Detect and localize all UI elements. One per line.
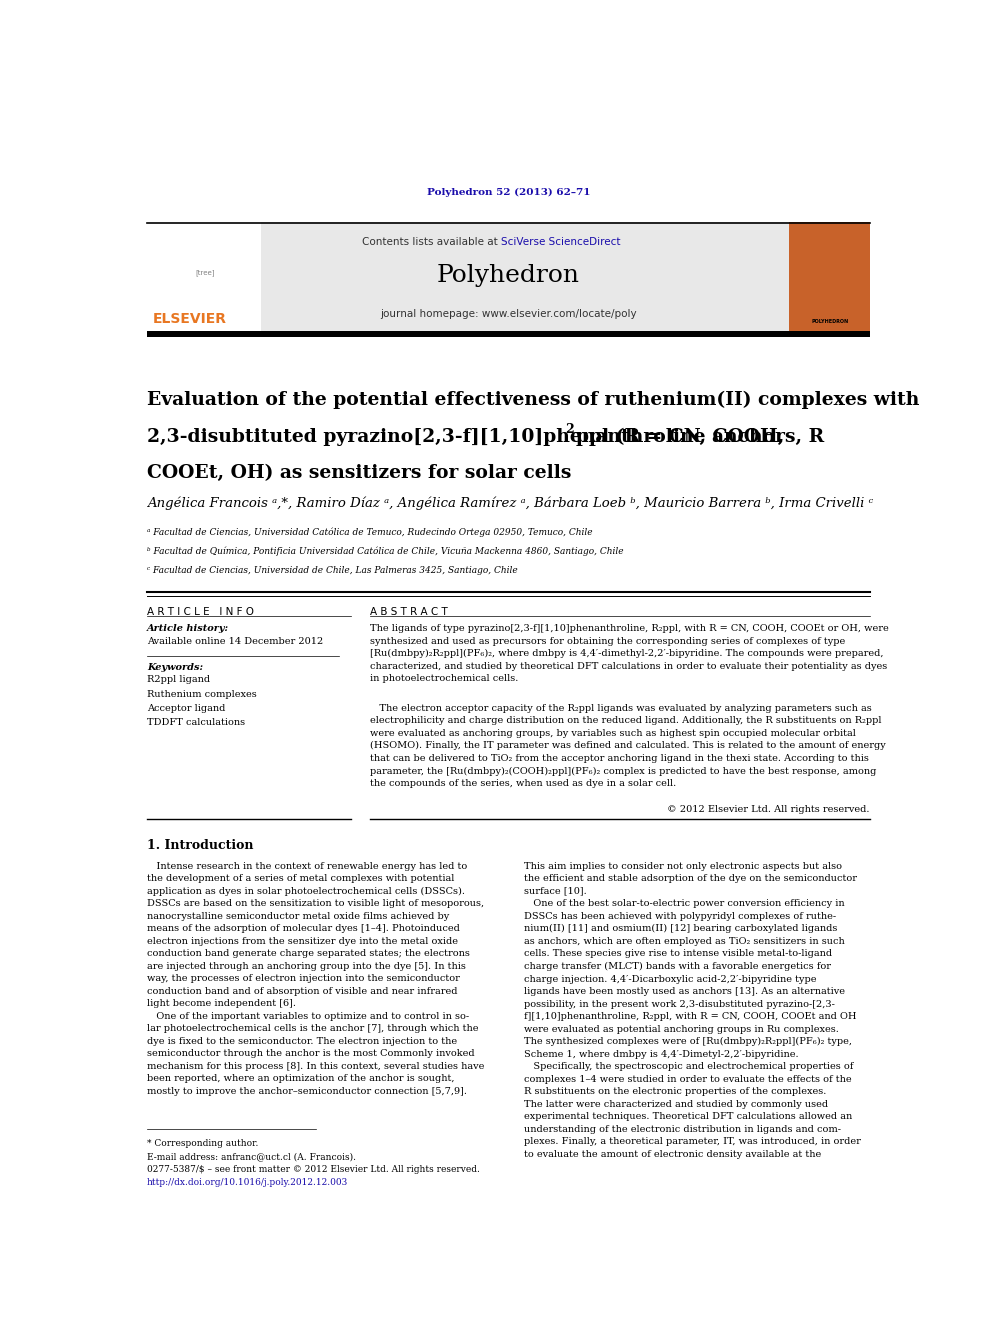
Text: Acceptor ligand: Acceptor ligand (147, 704, 225, 713)
Text: A R T I C L E   I N F O: A R T I C L E I N F O (147, 607, 254, 617)
Bar (147, 222, 789, 332)
Text: SciVerse ScienceDirect: SciVerse ScienceDirect (501, 237, 620, 247)
Text: The ligands of type pyrazino[2,3-f][1,10]phenanthroline, R₂ppl, with R = CN, COO: The ligands of type pyrazino[2,3-f][1,10… (370, 624, 889, 684)
Text: E-mail address: anfranc@uct.cl (A. Francois).: E-mail address: anfranc@uct.cl (A. Franc… (147, 1152, 356, 1162)
Text: ᵇ Facultad de Química, Pontificia Universidad Católica de Chile, Vicuña Mackenna: ᵇ Facultad de Química, Pontificia Univer… (147, 546, 624, 557)
Text: Keywords:: Keywords: (147, 663, 203, 672)
Text: Contents lists available at: Contents lists available at (362, 237, 501, 247)
Text: Angélica Francois ᵃ,*, Ramiro Díaz ᵃ, Angélica Ramírez ᵃ, Bárbara Loeb ᵇ, Mauric: Angélica Francois ᵃ,*, Ramiro Díaz ᵃ, An… (147, 497, 873, 511)
Text: R2ppl ligand: R2ppl ligand (147, 675, 210, 684)
Text: Polyhedron: Polyhedron (436, 265, 580, 287)
Text: © 2012 Elsevier Ltd. All rights reserved.: © 2012 Elsevier Ltd. All rights reserved… (668, 804, 870, 814)
Text: Available online 14 December 2012: Available online 14 December 2012 (147, 636, 323, 646)
Text: Evaluation of the potential effectiveness of ruthenium(II) complexes with: Evaluation of the potential effectivenes… (147, 392, 920, 409)
Text: TDDFT calculations: TDDFT calculations (147, 718, 245, 728)
Text: journal homepage: www.elsevier.com/locate/poly: journal homepage: www.elsevier.com/locat… (380, 308, 637, 319)
Text: ᵃ Facultad de Ciencias, Universidad Católica de Temuco, Rudecindo Ortega 02950, : ᵃ Facultad de Ciencias, Universidad Cató… (147, 528, 592, 537)
Bar (147, 222, 261, 332)
Text: [tree]: [tree] (195, 270, 214, 277)
Text: * Corresponding author.: * Corresponding author. (147, 1139, 259, 1148)
Text: POLYHEDRON: POLYHEDRON (811, 319, 848, 324)
Text: The electron acceptor capacity of the R₂ppl ligands was evaluated by analyzing p: The electron acceptor capacity of the R₂… (370, 704, 886, 789)
Text: Polyhedron 52 (2013) 62–71: Polyhedron 52 (2013) 62–71 (427, 188, 590, 197)
Text: 2: 2 (565, 422, 574, 435)
Text: 1. Introduction: 1. Introduction (147, 839, 254, 852)
Text: Intense research in the context of renewable energy has led to
the development o: Intense research in the context of renew… (147, 861, 484, 1095)
Text: 0277-5387/$ – see front matter © 2012 Elsevier Ltd. All rights reserved.: 0277-5387/$ – see front matter © 2012 El… (147, 1166, 480, 1175)
Text: 2,3-disubtituted pyrazino[2,3-f][1,10]phenanthroline anchors, R: 2,3-disubtituted pyrazino[2,3-f][1,10]ph… (147, 427, 824, 446)
Text: ELSEVIER: ELSEVIER (153, 312, 227, 325)
Bar (147, 331, 870, 337)
Text: A B S T R A C T: A B S T R A C T (370, 607, 447, 617)
Text: ppl (R = CN, COOH,: ppl (R = CN, COOH, (576, 427, 785, 446)
Text: Ruthenium complexes: Ruthenium complexes (147, 689, 257, 699)
Text: COOEt, OH) as sensitizers for solar cells: COOEt, OH) as sensitizers for solar cell… (147, 464, 571, 483)
Text: http://dx.doi.org/10.1016/j.poly.2012.12.003: http://dx.doi.org/10.1016/j.poly.2012.12… (147, 1179, 348, 1188)
Text: This aim implies to consider not only electronic aspects but also
the efficient : This aim implies to consider not only el… (524, 861, 861, 1159)
Text: Article history:: Article history: (147, 624, 229, 634)
Bar (789, 222, 870, 332)
Text: ᶜ Facultad de Ciencias, Universidad de Chile, Las Palmeras 3425, Santiago, Chile: ᶜ Facultad de Ciencias, Universidad de C… (147, 566, 518, 576)
